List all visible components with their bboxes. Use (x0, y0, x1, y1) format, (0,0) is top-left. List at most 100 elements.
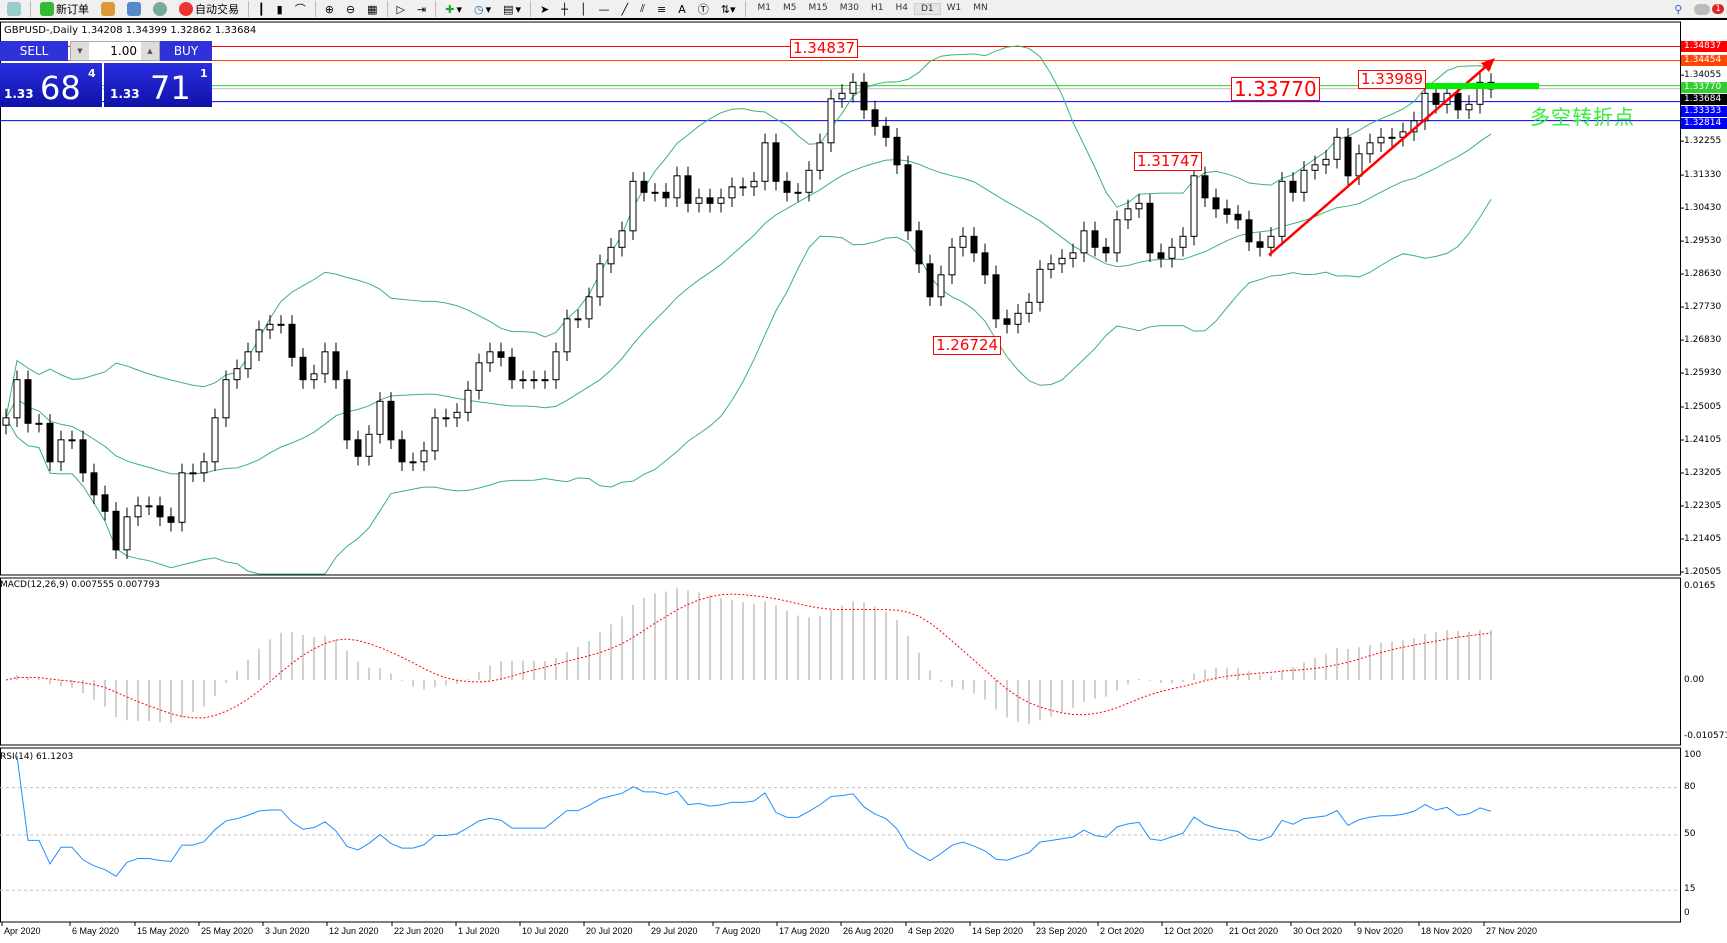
candle-body (541, 379, 549, 382)
price-panel (0, 21, 1681, 576)
candle-body (420, 450, 428, 463)
candle-body (640, 180, 648, 193)
channel-tool[interactable]: ⫽ (640, 2, 646, 15)
date-label: 26 Aug 2020 (843, 926, 894, 936)
pivot-text[interactable]: 多空转折点 (1530, 105, 1635, 129)
cursor-icon: ➤ (540, 2, 550, 16)
bar-chart-button[interactable]: ┃ (258, 2, 265, 16)
price-tick-label: 1.22305 (1684, 500, 1722, 511)
candle-body (1168, 246, 1176, 259)
autoscroll-button[interactable]: ▷ (396, 2, 405, 16)
line-chart-button[interactable]: ⌒ (294, 3, 306, 16)
timeframe-d1[interactable]: D1 (913, 3, 941, 15)
terminal-icon (127, 2, 141, 16)
notifications-button[interactable]: 1 (1691, 0, 1727, 18)
candle-chart-button[interactable]: ▮ (276, 2, 283, 16)
chart-shift-button[interactable]: ⇥ (417, 2, 427, 16)
timeframe-m5[interactable]: M5 (783, 3, 797, 13)
candle-body (398, 439, 406, 463)
tile-windows-button[interactable]: ▦ (364, 0, 380, 18)
pivot-bar (1412, 83, 1539, 89)
timeframe-h4[interactable]: H4 (895, 3, 908, 13)
high-price-label[interactable]: 1.34837 (790, 39, 859, 58)
candle-body (519, 379, 527, 382)
symbol-info: GBPUSD-,Daily 1.34208 1.34399 1.32862 1.… (4, 25, 257, 36)
new-order-label: 新订单 (56, 3, 89, 16)
ask-prefix: 1.33 (110, 87, 140, 101)
timeframe-m30[interactable]: M30 (839, 3, 859, 13)
search-button[interactable]: ⚲ (1671, 0, 1685, 18)
rsi-label: RSI(14) 61.1203 (0, 752, 74, 762)
candle-body (1377, 136, 1385, 144)
candle-body (145, 505, 153, 508)
label-tool[interactable]: Ⓣ (697, 3, 709, 16)
recent-high-label[interactable]: 1.33989 (1358, 70, 1427, 89)
zoom-out-icon: ⊖ (345, 2, 356, 16)
timeframe-w1[interactable]: W1 (946, 3, 962, 13)
timeframe-mn[interactable]: MN (973, 3, 988, 13)
search-tool-button[interactable] (4, 0, 24, 18)
template-icon: ▤ (503, 2, 514, 16)
candle-body (1234, 213, 1242, 221)
buy-button[interactable]: BUY (160, 41, 212, 61)
candle-body (1069, 252, 1077, 259)
date-label: 10 Jul 2020 (522, 926, 569, 936)
candle-body (57, 439, 65, 463)
date-label: 21 Oct 2020 (1229, 926, 1279, 936)
terminal-button[interactable] (124, 0, 144, 18)
lot-value[interactable]: 1.00 (110, 44, 137, 58)
date-label: 25 May 2020 (201, 926, 254, 936)
low-price-label[interactable]: 1.26724 (933, 336, 1002, 355)
timeframe-h1[interactable]: H1 (870, 3, 884, 13)
cursor-tool[interactable]: ➤ (537, 0, 552, 18)
mid-price-label[interactable]: 1.31747 (1134, 152, 1203, 171)
pivot-price-label[interactable]: 1.33770 (1231, 77, 1320, 101)
lot-size-field[interactable]: ▼ 1.00 ▲ (70, 41, 160, 61)
macd-tick-label: -0.010571 (1684, 731, 1727, 741)
arrows-tool[interactable]: ⇅▾ (720, 2, 736, 16)
candle-body (959, 235, 967, 248)
text-tool[interactable]: A (678, 2, 686, 16)
candle-body (343, 379, 351, 441)
candle-body (816, 142, 824, 171)
ask-pip: 1 (200, 67, 208, 80)
candle-body (79, 439, 87, 474)
lot-decrease-button[interactable]: ▼ (71, 42, 89, 60)
crosshair-tool[interactable]: ┼ (558, 0, 571, 18)
candle-body (13, 379, 21, 419)
timeframe-m15[interactable]: M15 (808, 3, 828, 13)
templates-button[interactable]: ▤ ▾ (503, 2, 522, 16)
sell-button[interactable]: SELL (0, 41, 68, 61)
price-tick-label: 1.24105 (1684, 434, 1722, 445)
candle-body (376, 400, 384, 435)
candle-body (1454, 92, 1462, 111)
candle-body (948, 246, 956, 276)
price-tick-label: 1.25930 (1684, 367, 1722, 378)
navigator-button[interactable] (98, 0, 118, 18)
ask-price[interactable]: 1.33 71 1 (104, 63, 212, 107)
horizontal-line-tool[interactable]: — (598, 2, 610, 16)
candle-body (90, 472, 98, 496)
signals-button[interactable] (150, 0, 170, 18)
lot-increase-button[interactable]: ▲ (141, 42, 159, 60)
vertical-line-tool[interactable]: │ (579, 2, 587, 16)
auto-trading-button[interactable]: 自动交易 (176, 0, 242, 18)
candle-body (266, 323, 274, 331)
timeframe-m1[interactable]: M1 (757, 3, 772, 13)
new-order-button[interactable]: 新订单 (37, 0, 92, 18)
zoom-out-button[interactable]: ⊖ (343, 0, 358, 18)
periods-button[interactable]: ◷ ▾ (473, 2, 492, 16)
indicators-button[interactable]: ✚ ▾ (445, 2, 462, 16)
search-icon: ⚲ (1674, 2, 1683, 16)
candle-body (629, 180, 637, 232)
zoom-in-button[interactable]: ⊕ (322, 0, 337, 18)
fibonacci-tool[interactable]: ≡ (657, 2, 667, 16)
bid-price[interactable]: 1.33 68 4 (0, 63, 102, 107)
candle-body (1135, 202, 1143, 210)
candle-body (607, 246, 615, 265)
candle-body (233, 368, 241, 381)
candle-body (1102, 246, 1110, 254)
trendline-tool[interactable]: ╱ (621, 2, 629, 16)
candle-body (35, 422, 43, 425)
